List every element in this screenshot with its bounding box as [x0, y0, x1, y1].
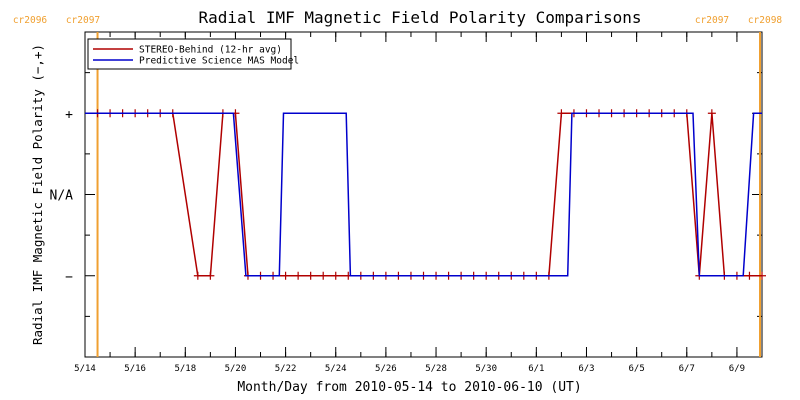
- stereo-data-point: [319, 271, 328, 280]
- legend-box: [87, 38, 292, 70]
- x-tick-label: 5/14: [74, 364, 96, 374]
- x-tick-label: 5/30: [475, 364, 497, 374]
- carrington-label: cr2098: [748, 15, 783, 26]
- y-tick-label: +: [65, 107, 73, 122]
- stereo-data-point: [745, 271, 754, 280]
- legend-label: STEREO-Behind (12-hr avg): [139, 45, 282, 56]
- x-tick-label: 6/3: [578, 364, 594, 374]
- y-tick-label: N/A: [50, 189, 74, 204]
- carrington-label: cr2096: [13, 15, 48, 26]
- x-tick-label: 5/22: [275, 364, 297, 374]
- x-tick-label: 6/1: [528, 364, 544, 374]
- x-tick-label: 5/26: [375, 364, 397, 374]
- x-tick-label: 6/5: [628, 364, 644, 374]
- x-tick-label: 5/18: [174, 364, 196, 374]
- stereo-data-point: [758, 271, 766, 280]
- stereo-data-point: [557, 109, 566, 118]
- x-tick-label: 5/28: [425, 364, 447, 374]
- x-tick-label: 6/7: [679, 364, 695, 374]
- x-tick-label: 6/9: [729, 364, 745, 374]
- carrington-label: cr2097: [695, 15, 729, 26]
- stereo-data-point: [331, 271, 340, 280]
- stereo-data-point: [306, 271, 315, 280]
- stereo-data-point: [294, 271, 303, 280]
- chart-title: Radial IMF Magnetic Field Polarity Compa…: [198, 8, 641, 27]
- y-tick-label: −: [65, 270, 73, 285]
- legend-label: Predictive Science MAS Model: [139, 56, 299, 67]
- x-tick-label: 5/16: [124, 364, 146, 374]
- x-axis-label: Month/Day from 2010-05-14 to 2010-06-10 …: [237, 380, 581, 395]
- stereo-data-point: [281, 271, 290, 280]
- stereo-data-point: [193, 271, 202, 280]
- stereo-data-point: [206, 271, 215, 280]
- stereo-data-point: [707, 109, 716, 118]
- y-axis-label: Radial IMF Magnetic Field Polarity (−,+): [30, 44, 45, 345]
- x-tick-label: 5/20: [225, 364, 247, 374]
- carrington-label: cr2097: [66, 15, 100, 26]
- x-tick-label: 5/24: [325, 364, 347, 374]
- mas-model-line: [85, 112, 762, 277]
